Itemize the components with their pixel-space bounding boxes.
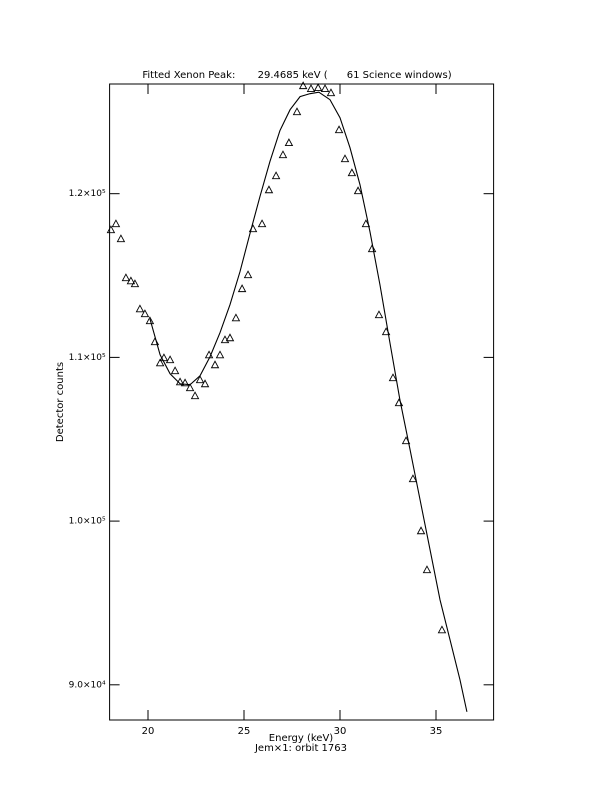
- data-point: [243, 270, 253, 279]
- data-point: [155, 358, 165, 367]
- data-point: [126, 276, 136, 285]
- y-tick-label: 1.0×10⁵: [69, 517, 106, 527]
- data-point: [340, 154, 350, 163]
- data-point: [231, 313, 241, 322]
- data-point: [116, 234, 126, 243]
- data-point: [326, 88, 336, 97]
- data-point: [165, 355, 175, 364]
- data-point: [210, 360, 220, 369]
- data-point: [313, 83, 323, 92]
- data-point: [145, 316, 155, 325]
- data-point: [320, 84, 330, 93]
- data-point: [264, 185, 274, 194]
- x-tick-label: 30: [334, 726, 347, 737]
- data-point: [200, 379, 210, 388]
- x-tick-label: 25: [238, 726, 251, 737]
- data-point: [347, 168, 357, 177]
- data-point: [225, 333, 235, 342]
- data-point: [257, 219, 267, 228]
- data-point: [306, 84, 316, 93]
- data-point: [334, 125, 344, 134]
- data-point: [416, 526, 426, 535]
- data-point: [237, 284, 247, 293]
- data-point: [130, 279, 140, 288]
- data-point: [215, 350, 225, 359]
- subtitle: Jem×1: orbit 1763: [254, 743, 347, 754]
- data-point: [195, 375, 205, 384]
- data-point: [353, 186, 363, 195]
- plot-frame: [109, 83, 495, 721]
- y-tick-label: 1.2×10⁵: [69, 189, 106, 199]
- y-axis-label: Detector counts: [55, 362, 66, 442]
- data-point: [190, 391, 200, 400]
- data-point: [271, 171, 281, 180]
- data-point: [170, 366, 180, 375]
- data-point: [121, 273, 131, 282]
- x-axis-label: Energy (keV): [269, 733, 334, 744]
- data-point: [437, 625, 447, 634]
- x-tick-label: 20: [142, 726, 155, 737]
- data-point: [106, 225, 116, 234]
- data-point: [374, 310, 384, 319]
- data-point: [159, 353, 169, 362]
- data-point: [284, 138, 294, 147]
- chart-title: Fitted Xenon Peak: 29.4685 keV ( 61 Scie…: [142, 70, 451, 81]
- x-tick-label: 35: [430, 726, 443, 737]
- data-point: [367, 244, 377, 253]
- data-point: [388, 373, 398, 382]
- y-tick-label: 9.0×10⁴: [69, 680, 106, 690]
- data-point: [422, 565, 432, 574]
- data-point: [292, 107, 302, 116]
- data-point: [135, 304, 145, 313]
- fit-line: [149, 91, 468, 712]
- data-point: [298, 81, 308, 90]
- data-point: [140, 309, 150, 318]
- data-point: [278, 150, 288, 159]
- data-point: [185, 383, 195, 392]
- data-point: [180, 378, 190, 387]
- data-point: [111, 219, 121, 228]
- y-tick-label: 1.1×10⁵: [69, 353, 106, 363]
- data-point: [408, 474, 418, 483]
